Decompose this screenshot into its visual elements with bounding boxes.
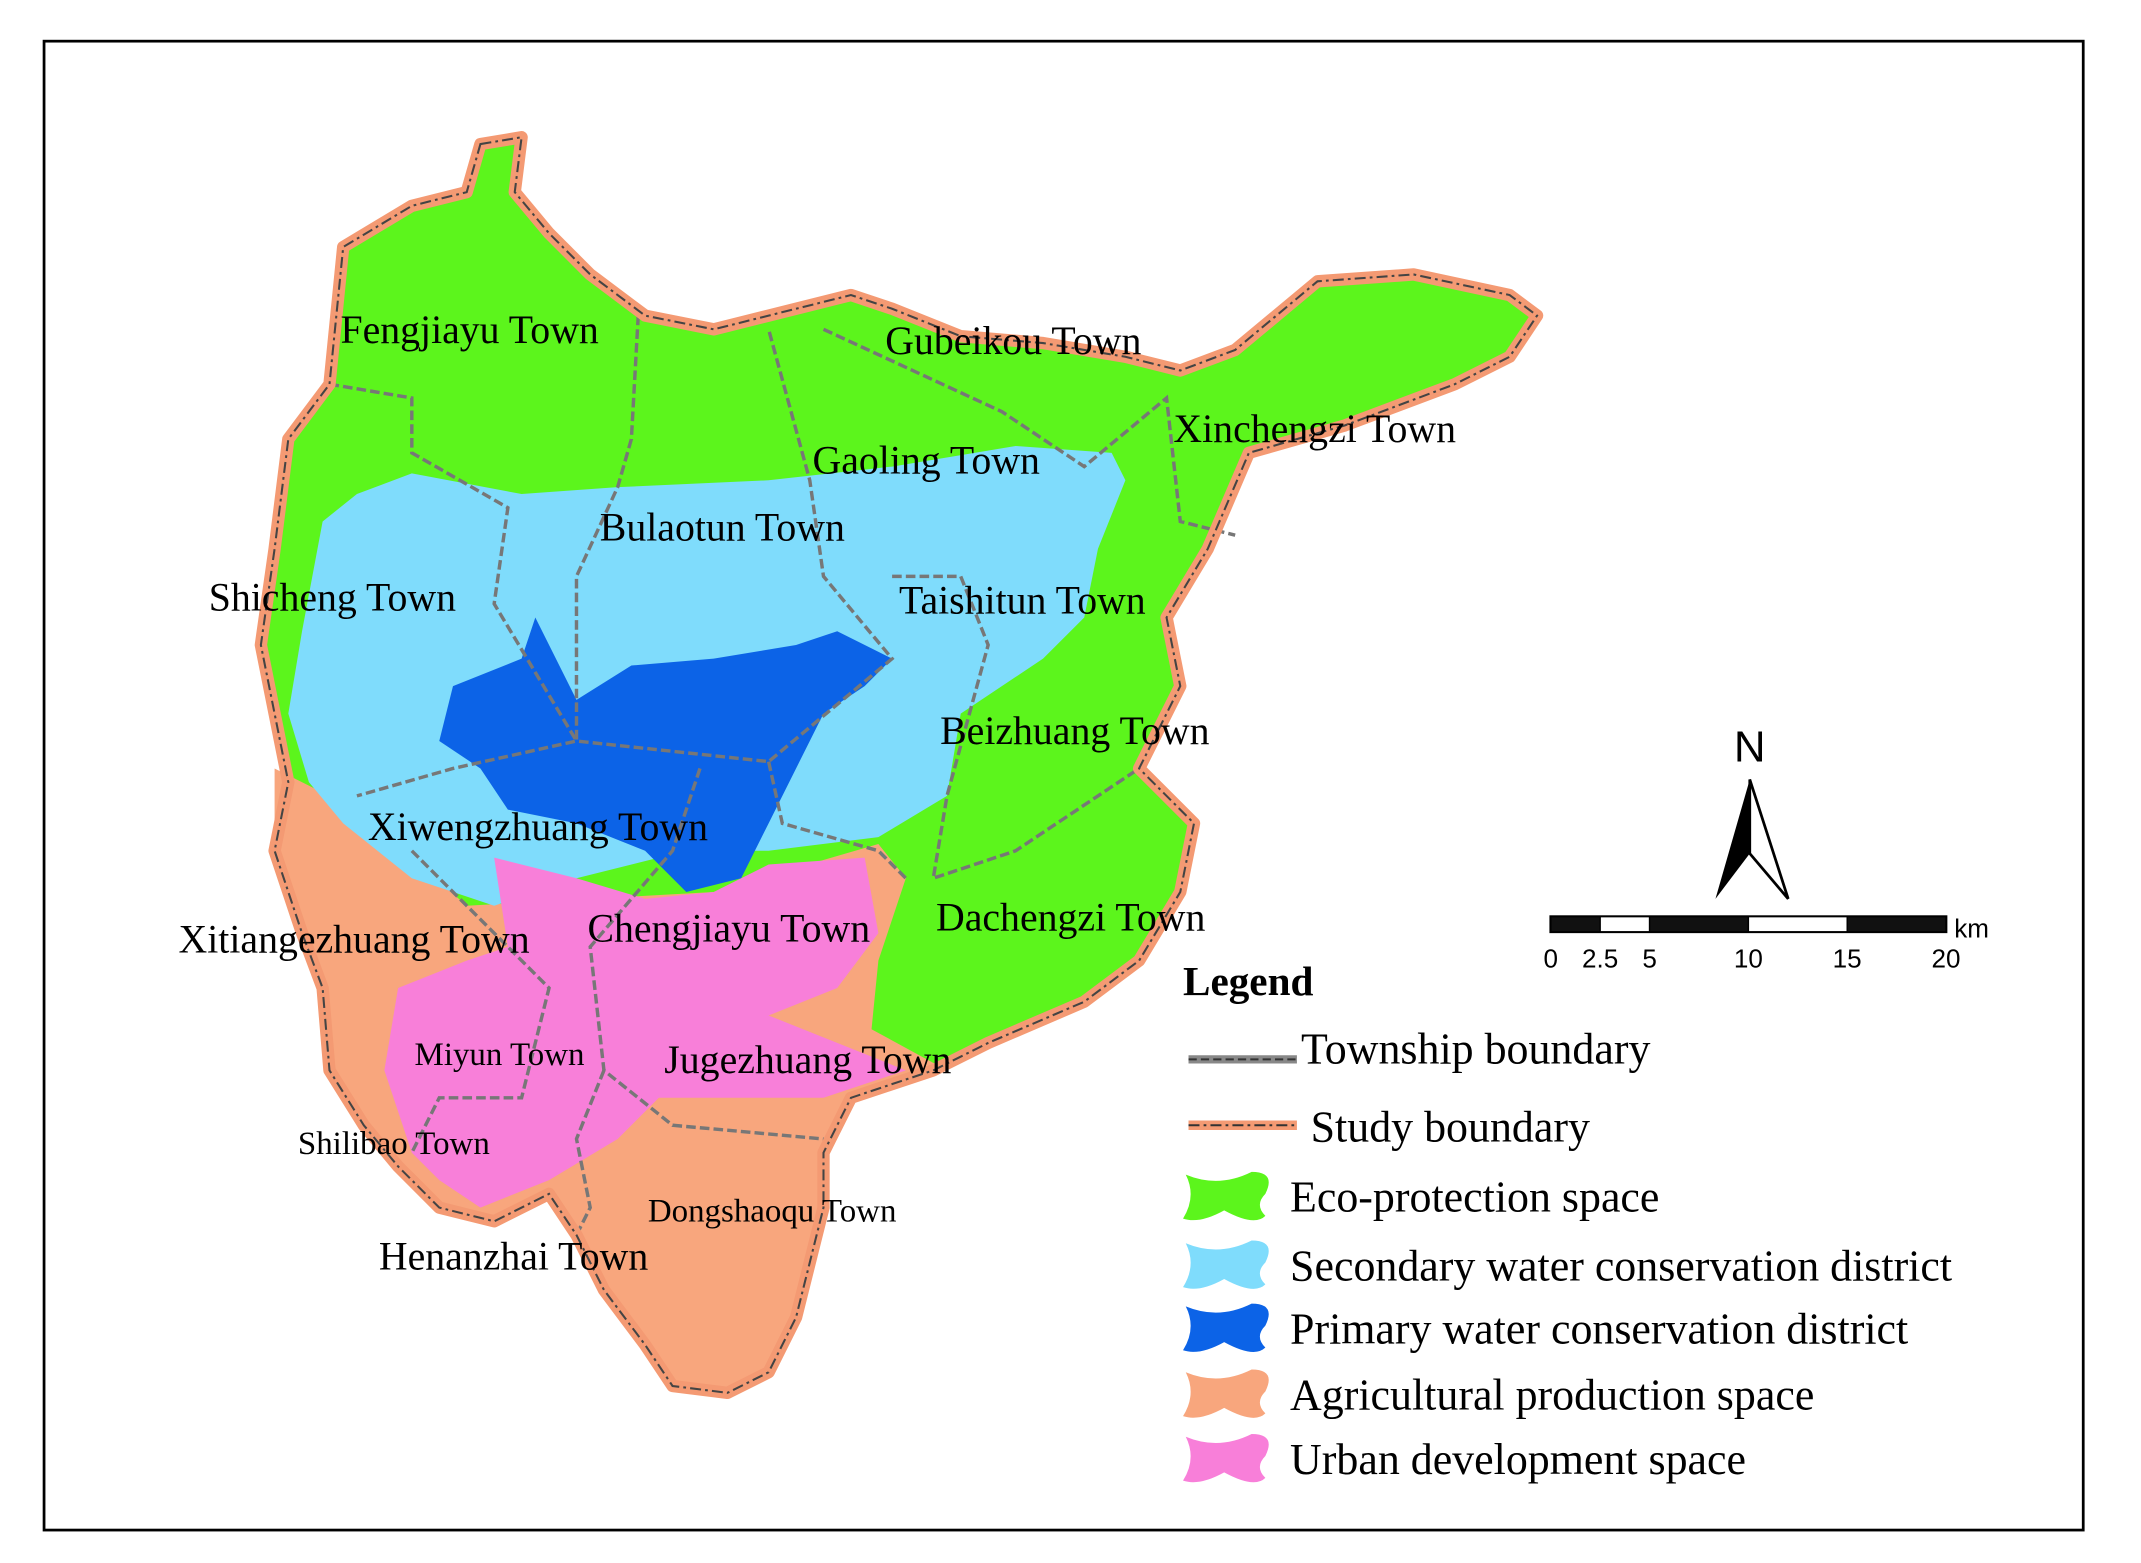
township-boundary: [892, 574, 1141, 881]
town-label: Xitiangezhuang Town: [179, 917, 530, 961]
scale-segment: [1550, 915, 1601, 933]
scale-tick-label: 10: [1734, 943, 1763, 973]
town-label: Chengjiayu Town: [587, 906, 870, 950]
town-label: Gubeikou Town: [885, 319, 1141, 363]
legend-label: Urban development space: [1290, 1436, 1746, 1484]
scale-tick-label: 20: [1931, 943, 1960, 973]
town-label: Xinchengzi Town: [1173, 407, 1456, 451]
legend-label: Eco-protection space: [1290, 1174, 1659, 1222]
scale-segment: [1747, 915, 1848, 933]
legend-label: Secondary water conservation district: [1290, 1242, 1952, 1290]
town-label: Dongshaoqu Town: [648, 1193, 897, 1229]
legend-swatch: [1183, 1240, 1269, 1289]
legend-label: Study boundary: [1311, 1104, 1590, 1152]
town-label: Dachengzi Town: [936, 895, 1205, 939]
township-boundary: [822, 327, 1236, 537]
scale-unit: km: [1954, 913, 1989, 943]
scale-segment: [1648, 915, 1750, 933]
township-boundary: [410, 849, 551, 1154]
town-label: Jugezhuang Town: [664, 1038, 951, 1082]
town-label: Miyun Town: [415, 1037, 585, 1073]
legend-swatch: [1183, 1171, 1269, 1221]
legend-label: Primary water conservation district: [1290, 1305, 1908, 1353]
scale-tick-label: 2.5: [1582, 943, 1618, 973]
town-label: Fengjiayu Town: [340, 308, 598, 352]
legend-title: Legend: [1183, 958, 1313, 1004]
scale-segment: [1846, 915, 1947, 933]
township-boundary: [574, 1069, 606, 1236]
scale-tick-label: 15: [1833, 943, 1862, 973]
town-label: Gaoling Town: [813, 438, 1041, 482]
arrow-right: [1748, 779, 1790, 900]
primary-water-region: [439, 617, 893, 892]
town-label: Xiwengzhuang Town: [368, 805, 708, 849]
scale-tick-label: 0: [1544, 943, 1559, 973]
study-area: [254, 131, 1544, 1400]
scale-segment: [1599, 915, 1651, 933]
legend-swatch: [1183, 1303, 1269, 1352]
urban-region: [384, 857, 906, 1208]
township-boundary: [329, 382, 580, 798]
scale-tick-label: 5: [1642, 943, 1656, 973]
town-label: Henanzhai Town: [379, 1234, 648, 1278]
township-boundary: [766, 761, 908, 880]
legend-label: Township boundary: [1301, 1025, 1650, 1073]
study-boundary-dash: [259, 135, 1539, 1394]
town-labels: Fengjiayu Town Gubeikou Town Xinchengzi …: [179, 308, 1457, 1278]
legend-label: Agricultural production space: [1290, 1371, 1814, 1419]
town-label: Bulaotun Town: [600, 506, 845, 550]
legend-swatch: [1183, 1369, 1269, 1418]
legend-swatch: [1183, 1434, 1269, 1483]
town-label: Beizhuang Town: [940, 709, 1209, 753]
scale-bar: km 0 2.5 5 10 15 20: [1544, 913, 1989, 973]
town-label: Shicheng Town: [209, 576, 456, 620]
town-label: Taishitun Town: [899, 578, 1146, 622]
town-label: Shilibao Town: [298, 1126, 490, 1162]
township-boundary: [588, 767, 824, 1141]
legend: Legend Township boundary Study boundary …: [1183, 958, 1952, 1484]
north-label: N: [1734, 723, 1766, 772]
